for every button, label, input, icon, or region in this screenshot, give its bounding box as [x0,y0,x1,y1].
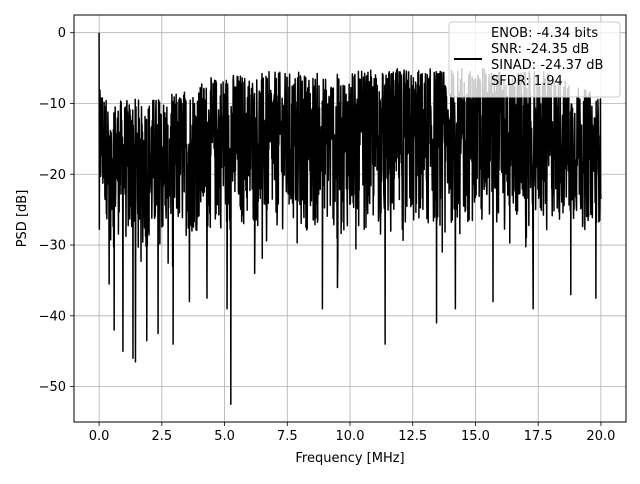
x-axis-label: Frequency [MHz] [295,451,404,466]
x-tick-label: 15.0 [461,429,490,444]
y-tick-label: −40 [39,309,66,324]
y-tick-label: −10 [39,97,66,112]
x-tick-label: 10.0 [336,429,365,444]
y-tick-label: 0 [58,26,66,41]
x-tick-label: 7.5 [277,429,298,444]
x-tick-label: 5.0 [214,429,235,444]
x-tick-label: 0.0 [89,429,110,444]
x-tick-label: 17.5 [524,429,553,444]
legend-entry: SINAD: -24.37 dB [491,58,603,73]
legend-box [448,21,621,98]
y-tick-label: −20 [39,168,66,183]
y-axis-label: PSD [dB] [15,190,30,248]
legend-entry: SFDR: 1.94 [491,74,563,89]
x-tick-label: 20.0 [586,429,615,444]
y-tick-label: −50 [39,380,66,395]
x-tick-label: 2.5 [151,429,172,444]
ticks: 0.0 2.5 5.0 7.5 10.0 12.5 15.0 17.5 20.0 0 −10 −20 −… [39,26,616,444]
y-tick-label: −30 [39,239,66,254]
legend-entry: SNR: -24.35 dB [491,42,589,57]
legend-entry: ENOB: -4.34 bits [491,26,598,41]
x-tick-label: 12.5 [398,429,427,444]
